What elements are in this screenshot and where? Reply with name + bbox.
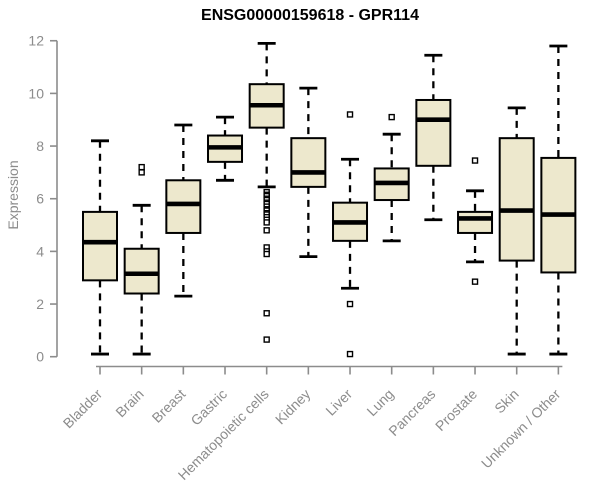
x-tick-label-prostate: Prostate <box>432 386 480 434</box>
iqr-box-pancreas <box>415 98 452 167</box>
outlier-prostate <box>471 278 479 285</box>
x-tick-label-lung: Lung <box>363 386 396 419</box>
y-tick-label: 6 <box>36 191 44 207</box>
outlier-hematopoietic-cells <box>263 310 270 317</box>
iqr-box-prostate <box>457 210 494 234</box>
outlier-hematopoietic-cells <box>263 227 270 234</box>
iqr-box-skin <box>498 137 535 262</box>
x-tick-label-kidney: Kidney <box>272 386 314 428</box>
box-liver <box>332 111 369 358</box>
x-tick-label-bladder: Bladder <box>60 386 106 432</box>
outlier-brain <box>138 169 145 176</box>
y-tick-label: 2 <box>36 296 44 312</box>
x-tick-label-skin: Skin <box>491 386 522 417</box>
outlier-liver <box>346 350 354 358</box>
x-tick-label-breast: Breast <box>149 386 189 426</box>
outlier-hematopoietic-cells <box>263 250 270 258</box>
chart-title: ENSG00000159618 - GPR114 <box>201 7 419 24</box>
iqr-box-brain <box>123 247 160 295</box>
x-tick-label-brain: Brain <box>112 386 146 420</box>
outlier-liver <box>346 300 354 308</box>
box-gastric <box>207 115 244 182</box>
box-lung <box>373 113 410 243</box>
outlier-hematopoietic-cells <box>263 219 270 226</box>
y-tick-label: 10 <box>28 85 44 101</box>
box-bladder <box>82 139 118 356</box>
x-tick-label-unknown-other: Unknown / Other <box>478 386 564 472</box>
box-brain <box>123 163 160 356</box>
outlier-brain <box>138 163 145 171</box>
box-breast <box>165 123 202 298</box>
box-unknown-other <box>540 44 577 356</box>
iqr-box-breast <box>165 179 202 234</box>
iqr-box-kidney <box>290 137 327 188</box>
box-prostate <box>457 157 494 285</box>
box-hematopoietic-cells <box>248 41 285 343</box>
y-tick-label: 0 <box>36 349 44 365</box>
y-tick-label: 12 <box>28 33 44 49</box>
outlier-prostate <box>471 157 479 164</box>
outlier-lung <box>388 113 395 121</box>
y-tick-label: 8 <box>36 138 44 154</box>
box-pancreas <box>415 53 452 222</box>
y-tick-label: 4 <box>36 243 44 259</box>
iqr-box-bladder <box>82 210 118 282</box>
x-tick-label-liver: Liver <box>322 386 355 419</box>
outlier-hematopoietic-cells <box>263 336 270 343</box>
box-skin <box>498 106 535 356</box>
outlier-liver <box>346 111 354 118</box>
box-kidney <box>290 86 327 259</box>
